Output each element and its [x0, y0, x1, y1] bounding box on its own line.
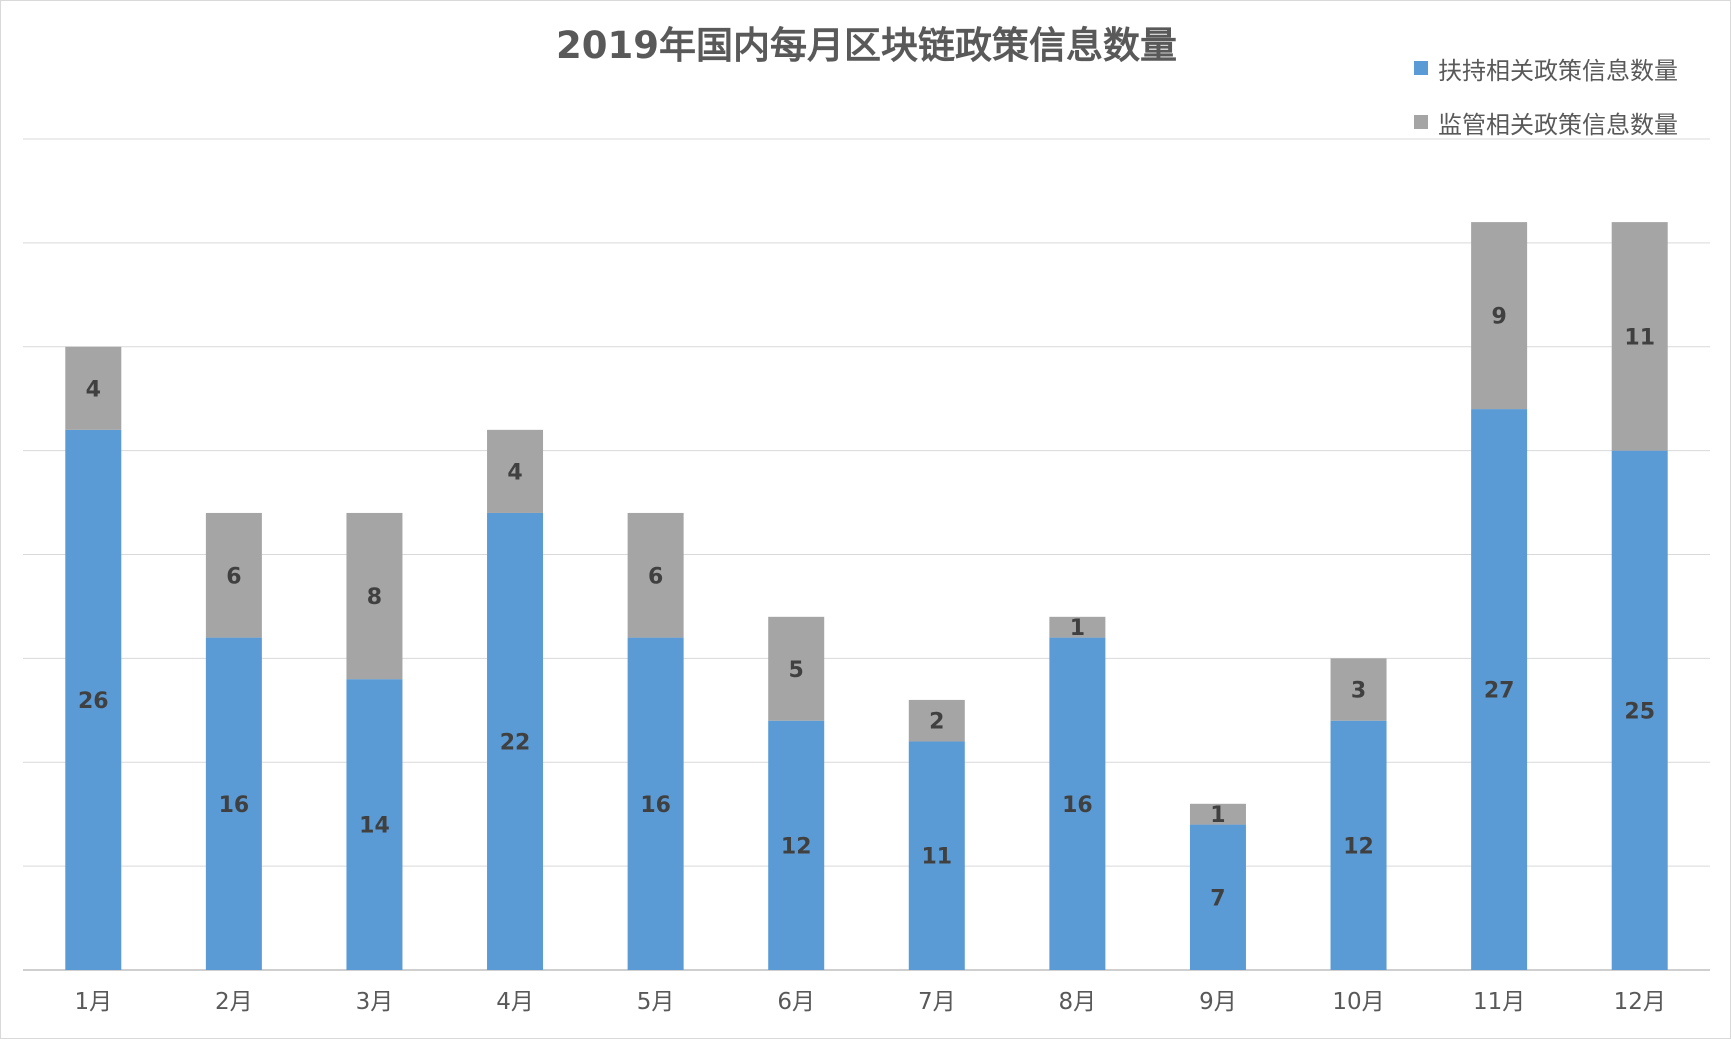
bar-segment-support	[1330, 720, 1387, 970]
x-tick-label: 9月	[1199, 989, 1237, 1015]
bar-segment-support	[627, 637, 684, 970]
x-tick-label: 11月	[1473, 989, 1525, 1015]
bar-segment-regulation	[346, 512, 403, 680]
bar-segment-regulation	[1330, 658, 1387, 721]
data-label-regulation: 4	[86, 377, 101, 402]
data-label-regulation: 3	[1351, 679, 1366, 704]
bar-segment-regulation	[1471, 222, 1528, 410]
x-tick-label: 6月	[777, 989, 815, 1015]
x-tick-label: 4月	[496, 989, 534, 1015]
bar-segment-regulation	[1049, 616, 1106, 638]
bar-segment-regulation	[205, 512, 262, 638]
data-label-support: 16	[1062, 793, 1093, 818]
bar-segment-support	[346, 679, 403, 970]
data-label-regulation: 1	[1210, 803, 1225, 828]
x-tick-label: 10月	[1332, 989, 1384, 1015]
bar-segment-regulation	[487, 429, 544, 513]
x-tick-label: 3月	[356, 989, 394, 1015]
legend-label-regulation: 监管相关政策信息数量	[1438, 110, 1678, 139]
bar-segment-support	[1189, 824, 1246, 970]
data-label-support: 12	[781, 834, 812, 859]
data-label-regulation: 5	[789, 658, 804, 683]
x-tick-label: 8月	[1059, 989, 1097, 1015]
bar-segment-regulation	[908, 699, 965, 742]
bar-segment-regulation	[627, 512, 684, 638]
x-tick-label: 1月	[74, 989, 112, 1015]
legend: 扶持相关政策信息数量 监管相关政策信息数量	[1414, 41, 1678, 149]
data-label-regulation: 11	[1624, 325, 1655, 350]
bar-segment-support	[1471, 409, 1528, 970]
bar-segment-regulation	[65, 346, 122, 430]
data-label-support: 27	[1484, 679, 1515, 704]
bar-segment-regulation	[1189, 803, 1246, 825]
data-label-regulation: 4	[507, 460, 522, 485]
data-label-support: 25	[1624, 699, 1655, 724]
data-label-regulation: 6	[648, 564, 663, 589]
bar-segment-support	[908, 741, 965, 970]
data-label-support: 26	[78, 689, 109, 714]
legend-item-support: 扶持相关政策信息数量	[1414, 41, 1678, 95]
x-tick-label: 7月	[918, 989, 956, 1015]
data-label-support: 11	[921, 845, 952, 870]
bar-segment-support	[65, 429, 122, 971]
bar-segment-support	[1611, 450, 1668, 970]
data-label-regulation: 2	[929, 710, 944, 735]
data-label-support: 14	[359, 814, 390, 839]
data-label-support: 7	[1210, 886, 1225, 911]
legend-swatch-support	[1414, 61, 1428, 75]
data-label-support: 12	[1343, 834, 1374, 859]
bar-segment-support	[1049, 637, 1106, 970]
legend-swatch-regulation	[1414, 115, 1428, 129]
bar-segment-regulation	[768, 616, 825, 721]
x-tick-label: 12月	[1614, 989, 1666, 1015]
data-label-regulation: 9	[1491, 305, 1506, 330]
data-label-regulation: 6	[226, 564, 241, 589]
chart-title: 2019年国内每月区块链政策信息数量	[556, 24, 1177, 67]
bar-segment-support	[205, 637, 262, 970]
data-label-support: 16	[640, 793, 671, 818]
bar-segment-support	[768, 720, 825, 970]
x-tick-label: 5月	[637, 989, 675, 1015]
data-label-support: 22	[500, 730, 531, 755]
bar-segment-regulation	[1611, 222, 1668, 451]
data-label-regulation: 1	[1070, 616, 1085, 641]
legend-item-regulation: 监管相关政策信息数量	[1414, 95, 1678, 149]
data-label-regulation: 8	[367, 585, 382, 610]
x-tick-label: 2月	[215, 989, 253, 1015]
legend-label-support: 扶持相关政策信息数量	[1438, 56, 1678, 85]
data-label-support: 16	[219, 793, 250, 818]
bar-segment-support	[487, 512, 544, 970]
